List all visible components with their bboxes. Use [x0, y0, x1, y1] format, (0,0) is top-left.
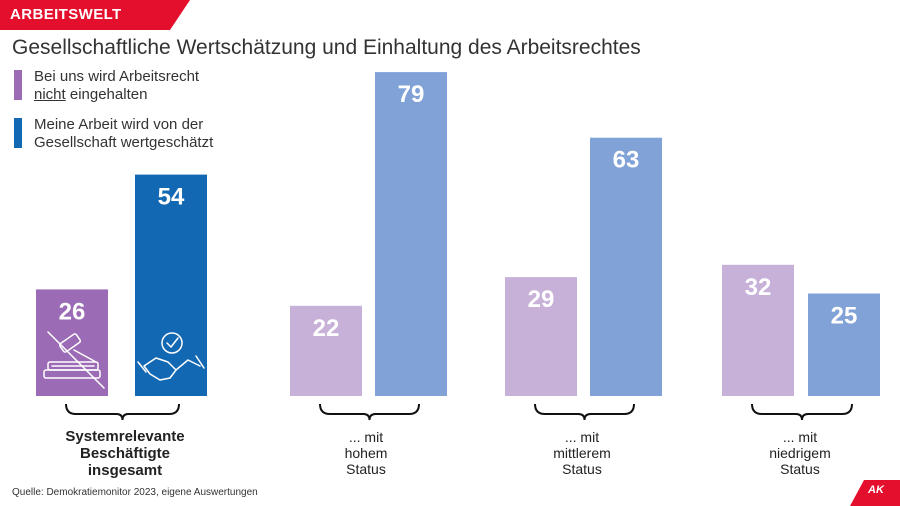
- legend-label: Meine Arbeit wird von der: [34, 116, 204, 133]
- legend-label-rest: eingehalten: [65, 86, 148, 103]
- group-label-middle: ... mit mittlerem Status: [497, 429, 667, 477]
- group-label-line: Status: [346, 461, 386, 477]
- bar-blue-2: [590, 137, 662, 396]
- bar-blue-0: [135, 174, 207, 396]
- group-label-line: Systemrelevante: [65, 428, 185, 445]
- legend-item-purple: Bei uns wird Arbeitsrecht nicht eingehal…: [14, 68, 213, 104]
- group-brace: [65, 403, 180, 421]
- bar-value-label: 22: [313, 315, 340, 342]
- banner-shape: [0, 0, 190, 30]
- bar-value-label: 29: [528, 286, 555, 313]
- legend-swatch-blue: [14, 118, 22, 148]
- bar-value-label: 79: [398, 81, 425, 108]
- source-note: Quelle: Demokratiemonitor 2023, eigene A…: [12, 487, 258, 498]
- group-label-line: ... mit: [348, 429, 384, 445]
- group-label-line: Status: [562, 461, 602, 477]
- legend-item-blue: Meine Arbeit wird von der Gesellschaft w…: [14, 116, 213, 152]
- group-label-high: ... mit hohem Status: [281, 429, 451, 477]
- ak-logo: AK: [846, 480, 900, 506]
- section-tag: ARBEITSWELT: [10, 6, 122, 23]
- legend-swatch-purple: [14, 70, 22, 100]
- bar-value-label: 32: [745, 274, 772, 301]
- group-label-line: ... mit: [782, 429, 818, 445]
- group-label-line: mittlerem: [553, 445, 611, 461]
- group-label-line: hohem: [344, 445, 388, 461]
- group-label-line: Status: [780, 461, 820, 477]
- legend-underlined-word: nicht: [34, 86, 66, 103]
- handshake-icon: [137, 332, 205, 381]
- gavel-book-icon: [43, 331, 105, 389]
- section-banner: ARBEITSWELT: [0, 0, 190, 30]
- legend-label: nicht eingehalten: [34, 86, 213, 104]
- legend-label: Gesellschaft wertgeschätzt: [34, 134, 214, 151]
- bar-blue-3: [808, 293, 880, 396]
- bar-value-label: 26: [59, 298, 86, 325]
- bar-value-label: 63: [613, 147, 640, 174]
- chart-title: Gesellschaftliche Wertschätzung und Einh…: [12, 36, 641, 59]
- bar-purple-2: [505, 277, 577, 396]
- group-label-low: ... mit niedrigem Status: [715, 429, 885, 477]
- legend-label: Bei uns wird Arbeitsrecht: [34, 68, 200, 85]
- bar-blue-1: [375, 72, 447, 396]
- bar-purple-3: [722, 264, 794, 396]
- logo-text: AK: [868, 484, 884, 496]
- bar-purple-1: [290, 305, 362, 396]
- group-label-line: ... mit: [564, 429, 600, 445]
- group-brace: [319, 403, 420, 421]
- bar-value-label: 54: [158, 184, 185, 211]
- group-brace: [751, 403, 853, 421]
- bar-value-label: 25: [831, 303, 858, 330]
- group-brace: [534, 403, 635, 421]
- logo-shape: [850, 480, 900, 506]
- group-label-line: niedrigem: [769, 445, 831, 461]
- group-label-line: Beschäftigte: [79, 445, 171, 462]
- group-label-line: insgesamt: [87, 462, 163, 479]
- group-label-total: Systemrelevante Beschäftigte insgesamt: [40, 428, 210, 479]
- legend: Bei uns wird Arbeitsrecht nicht eingehal…: [14, 68, 213, 164]
